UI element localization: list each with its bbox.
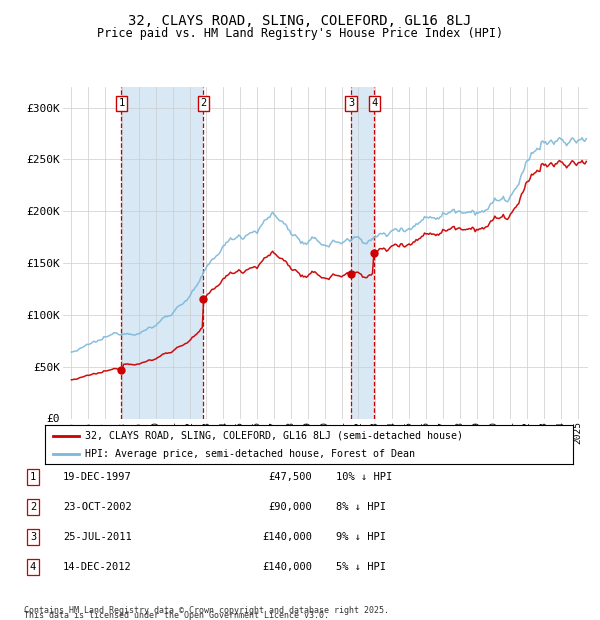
Text: £47,500: £47,500 [268,472,312,482]
Text: 2: 2 [30,502,36,512]
Text: £140,000: £140,000 [262,532,312,542]
Text: 8% ↓ HPI: 8% ↓ HPI [336,502,386,512]
Text: 19-DEC-1997: 19-DEC-1997 [63,472,132,482]
Text: HPI: Average price, semi-detached house, Forest of Dean: HPI: Average price, semi-detached house,… [85,449,415,459]
Text: 14-DEC-2012: 14-DEC-2012 [63,562,132,572]
Text: £90,000: £90,000 [268,502,312,512]
Text: Price paid vs. HM Land Registry's House Price Index (HPI): Price paid vs. HM Land Registry's House … [97,27,503,40]
Text: 4: 4 [30,562,36,572]
Text: 10% ↓ HPI: 10% ↓ HPI [336,472,392,482]
Text: 32, CLAYS ROAD, SLING, COLEFORD, GL16 8LJ (semi-detached house): 32, CLAYS ROAD, SLING, COLEFORD, GL16 8L… [85,431,463,441]
Text: 25-JUL-2011: 25-JUL-2011 [63,532,132,542]
Text: 5% ↓ HPI: 5% ↓ HPI [336,562,386,572]
Text: 3: 3 [30,532,36,542]
Text: 4: 4 [371,99,377,108]
Text: 2: 2 [200,99,206,108]
Text: 9% ↓ HPI: 9% ↓ HPI [336,532,386,542]
Text: £140,000: £140,000 [262,562,312,572]
Text: 1: 1 [118,99,125,108]
Text: 3: 3 [348,99,354,108]
Text: 23-OCT-2002: 23-OCT-2002 [63,502,132,512]
Text: Contains HM Land Registry data © Crown copyright and database right 2025.: Contains HM Land Registry data © Crown c… [24,606,389,615]
Bar [121,87,203,419]
Text: This data is licensed under the Open Government Licence v3.0.: This data is licensed under the Open Gov… [24,611,329,620]
Text: 1: 1 [30,472,36,482]
Text: 32, CLAYS ROAD, SLING, COLEFORD, GL16 8LJ: 32, CLAYS ROAD, SLING, COLEFORD, GL16 8L… [128,14,472,28]
Bar [351,87,374,419]
